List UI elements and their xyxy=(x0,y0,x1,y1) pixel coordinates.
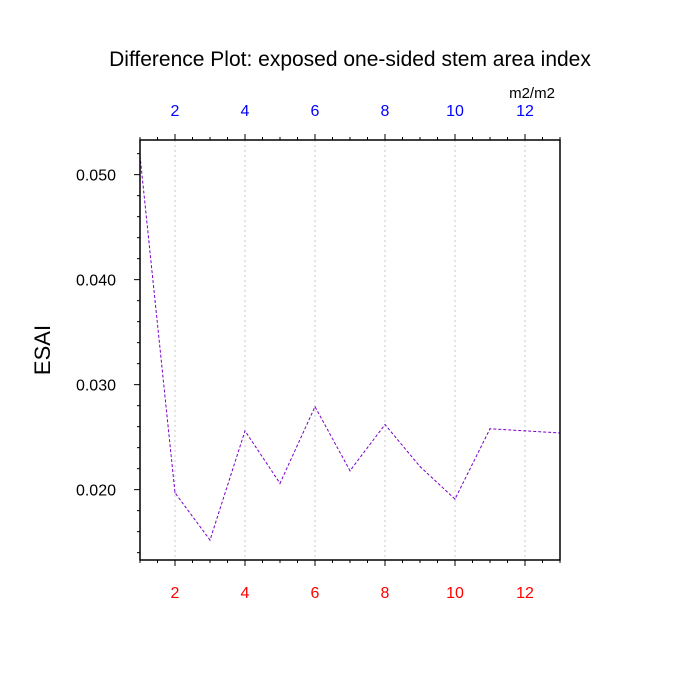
data-point xyxy=(489,428,491,430)
plot-frame xyxy=(139,139,561,561)
x-tick-label-top: 10 xyxy=(446,103,464,120)
data-point xyxy=(209,539,211,541)
x-tick-label-top: 12 xyxy=(516,103,534,120)
data-point xyxy=(349,470,351,472)
x-tick-label-top: 8 xyxy=(381,103,390,120)
data-point xyxy=(314,406,316,408)
x-tick-label-bottom: 12 xyxy=(516,585,534,602)
x-tick-label-bottom: 8 xyxy=(381,585,390,602)
data-point xyxy=(279,482,281,484)
data-point xyxy=(244,430,246,432)
data-point xyxy=(524,430,526,432)
series-layer xyxy=(139,155,561,542)
x-tick-label-bottom: 6 xyxy=(311,585,320,602)
data-point xyxy=(454,498,456,500)
x-tick-label-top: 4 xyxy=(241,103,250,120)
units-label: m2/m2 xyxy=(509,85,555,102)
y-tick-label: 0.030 xyxy=(76,378,116,395)
x-tick-label-top: 6 xyxy=(311,103,320,120)
data-point xyxy=(419,465,421,468)
y-tick-label: 0.040 xyxy=(76,273,116,290)
x-tick-label-top: 2 xyxy=(171,103,180,120)
y-axis-label: ESAI xyxy=(30,325,55,375)
y-tick-label: 0.050 xyxy=(76,168,116,185)
tick-labels: 2 2 4 4 6 6 8 8 10 10 12 12 0.020 0.030 0.040 0.050 xyxy=(76,103,534,602)
x-tick-label-bottom: 10 xyxy=(446,585,464,602)
y-tick-label: 0.020 xyxy=(76,483,116,500)
grid-lines xyxy=(174,140,526,560)
series-line xyxy=(139,155,561,542)
data-point xyxy=(174,492,176,494)
chart-title: Difference Plot: exposed one-sided stem … xyxy=(109,48,591,71)
x-tick-label-bottom: 2 xyxy=(171,585,180,602)
x-tick-label-bottom: 4 xyxy=(241,585,250,602)
data-point xyxy=(384,423,386,426)
axis-ticks xyxy=(134,134,561,566)
